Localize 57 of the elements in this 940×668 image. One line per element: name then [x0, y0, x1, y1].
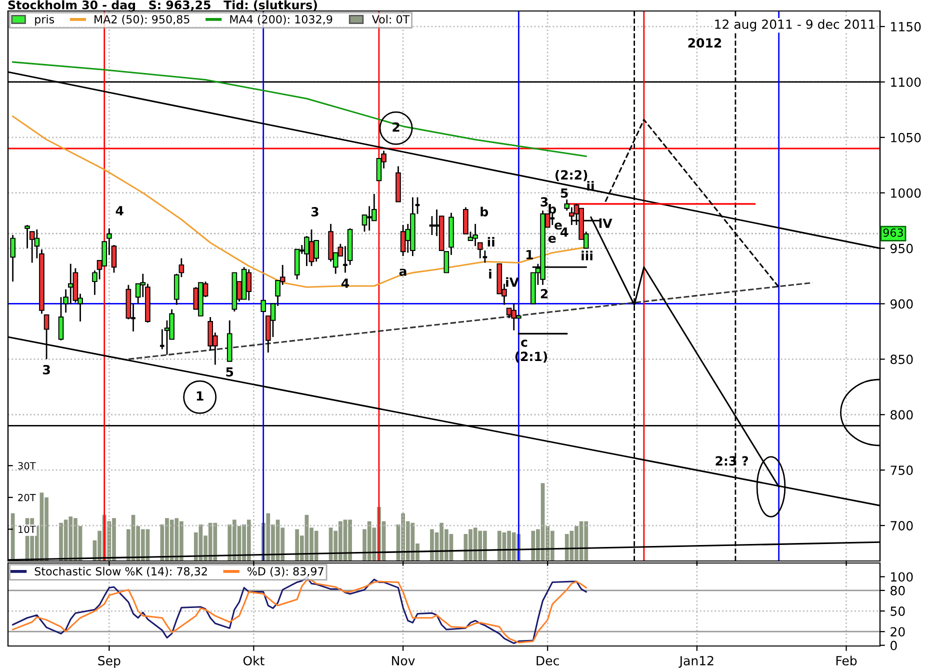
- y-tick-label: 800: [890, 410, 913, 420]
- y-tick-label: 50: [890, 606, 905, 616]
- annotation: 4: [116, 206, 124, 216]
- annotation: e: [554, 222, 562, 230]
- ref-line-label: 963: [883, 228, 903, 237]
- annotation: 3: [43, 364, 50, 374]
- y-tick-label: 0: [890, 640, 897, 650]
- annotation: iii: [582, 250, 592, 260]
- chart-title: Stockholm 30 - dag S: 963,25 Tid: (slutkurs): [8, 0, 317, 12]
- annotation: e: [548, 236, 556, 243]
- x-tick-label: Jan12: [678, 656, 714, 668]
- y-tick-label: 1100: [891, 77, 921, 87]
- x-tick-label: Feb: [836, 656, 857, 666]
- annotation: 5: [560, 188, 568, 198]
- annotation: 1: [196, 391, 204, 401]
- annotation: 2: [392, 122, 400, 132]
- y-tick-label: 1000: [891, 188, 921, 198]
- x-tick-label: Nov: [392, 656, 415, 666]
- annotation: 12 aug 2011 - 9 dec 2011: [715, 19, 874, 32]
- legend-label: pris: [35, 14, 54, 26]
- annotation: 4: [560, 228, 568, 237]
- annotation: 3: [540, 197, 548, 207]
- legend-label: MA4 (200): 1032,9: [230, 14, 332, 25]
- annotation: 2012: [688, 38, 722, 48]
- y-tick-label: 80: [890, 586, 905, 596]
- annotation: 2: [540, 288, 548, 298]
- x-tick-label: Okt: [243, 656, 264, 666]
- annotation: 1: [526, 250, 533, 260]
- y-tick-label: 1050: [891, 132, 921, 142]
- y-tick-label: 1150: [891, 22, 921, 32]
- annotation: b: [480, 206, 488, 216]
- y-tick-label: 750: [890, 466, 913, 475]
- y-tick-label: 100: [891, 572, 913, 582]
- annotation: 3: [311, 207, 318, 216]
- y-tick-label: 850: [890, 354, 913, 364]
- y-tick-label: 700: [890, 520, 913, 530]
- annotation: a: [399, 268, 406, 276]
- y-tick-label: 900: [890, 299, 913, 309]
- legend-label: Stochastic Slow %K (14): 78,32: [34, 566, 207, 577]
- legend-label: %D (3): 83,97: [247, 566, 324, 577]
- annotation: 5: [226, 367, 234, 377]
- legend-label: Vol: 0T: [372, 14, 410, 24]
- y2-tick-label: 30T: [18, 462, 36, 470]
- annotation: ii: [488, 237, 494, 247]
- annotation: c: [521, 340, 528, 347]
- annotation: i: [489, 268, 492, 278]
- x-tick-label: Sep: [98, 656, 120, 668]
- annotation: 2:3 ?: [716, 456, 748, 466]
- annotation: iV: [599, 218, 612, 228]
- legend-label: MA2 (50): 950,85: [94, 14, 190, 25]
- x-tick-label: Dec: [536, 656, 559, 666]
- y2-tick-label: 20T: [18, 494, 36, 502]
- y-tick-label: 20: [890, 627, 905, 637]
- annotation: (2:2): [555, 170, 588, 182]
- y2-tick-label: 10T: [18, 526, 36, 534]
- y-tick-label: 950: [890, 244, 913, 254]
- annotation: b: [548, 204, 556, 214]
